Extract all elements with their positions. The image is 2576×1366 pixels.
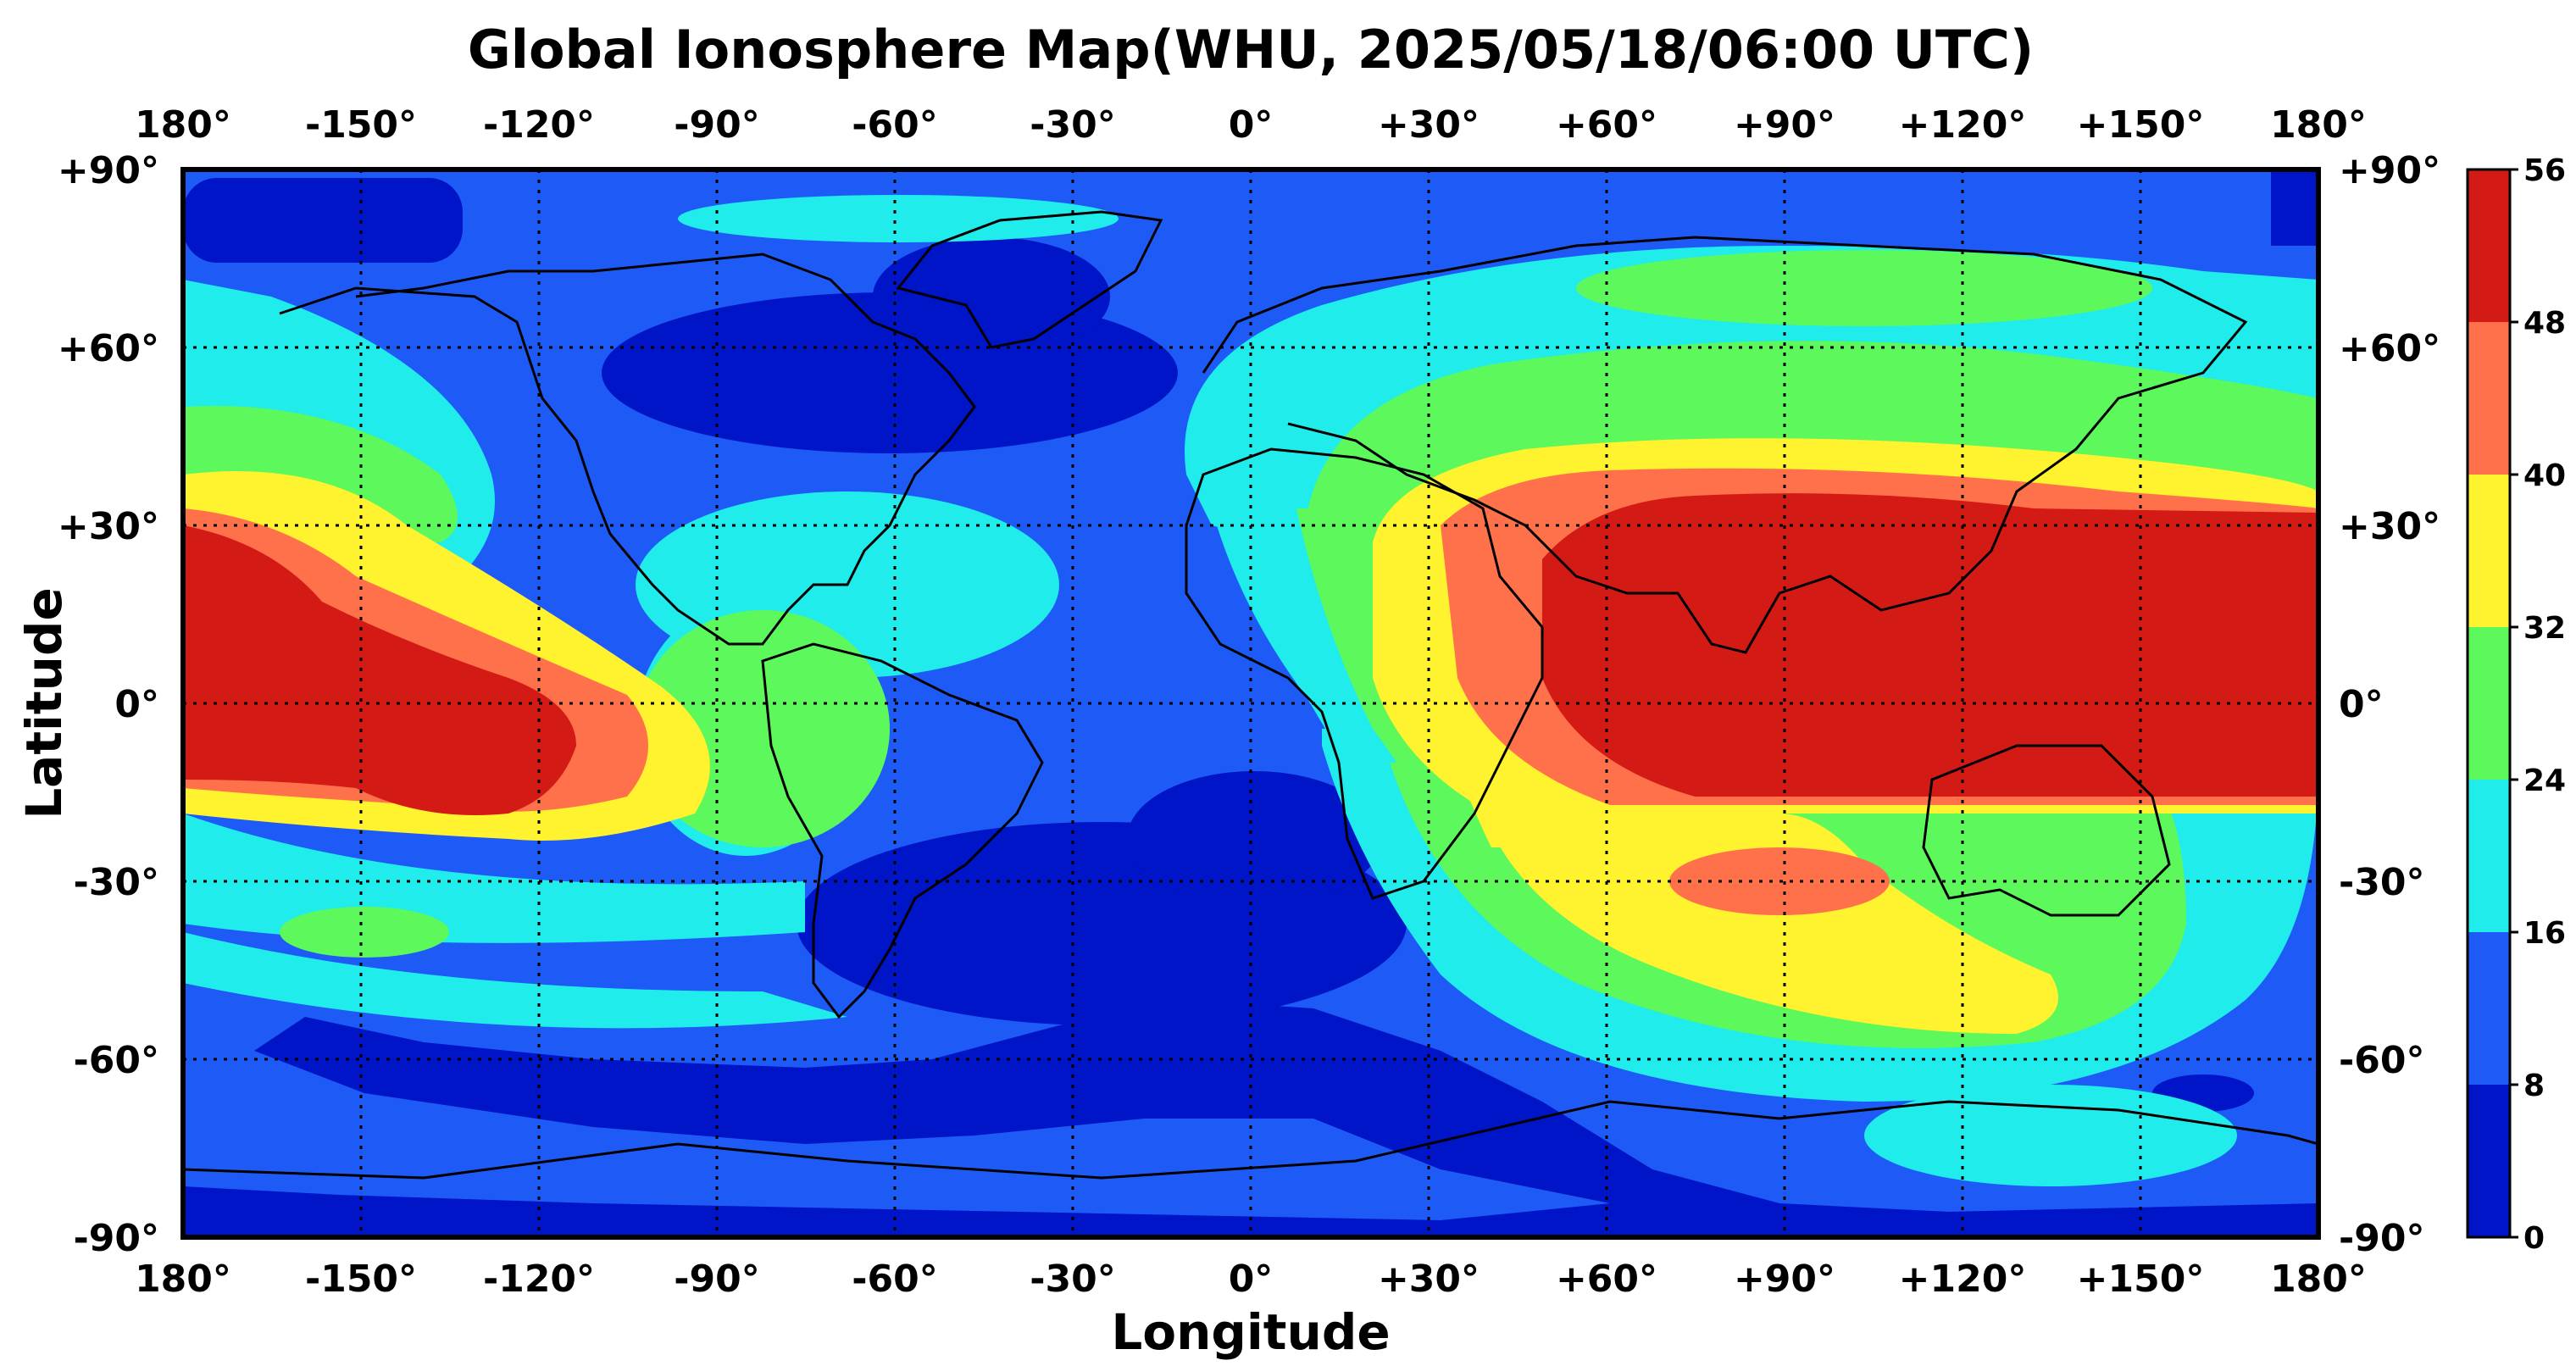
graticule: [183, 169, 2318, 1237]
greenland-coast: [896, 210, 1163, 349]
asia-red: [1542, 493, 2318, 797]
lat-tick-left: 0°: [114, 683, 159, 726]
south-atlantic-low-2: [1127, 771, 1381, 907]
colorbar-tick-label: 24: [2523, 764, 2566, 798]
lat-tick-left: +90°: [58, 149, 159, 192]
lon-tick-top: 180°: [2270, 103, 2367, 147]
colorbar-tick-label: 8: [2523, 1069, 2545, 1103]
lat-tick-right: +90°: [2339, 149, 2440, 192]
lon-tick-bottom: +90°: [1734, 1258, 1835, 1301]
south-america-coast: [761, 642, 1044, 1019]
contour-layers: [183, 169, 2318, 1237]
lon-tick-bottom: -90°: [674, 1258, 760, 1301]
lat-tick-right: -60°: [2339, 1039, 2425, 1082]
lat-tick-left: +60°: [58, 327, 159, 370]
colorbar-segment: [2468, 475, 2510, 627]
lon-tick-bottom: +60°: [1556, 1258, 1657, 1301]
lon-tick-top: 0°: [1229, 103, 1274, 147]
colorbar-tick-label: 48: [2523, 306, 2566, 341]
lon-tick-top: -90°: [674, 103, 760, 147]
lat-tick-left: -90°: [74, 1217, 160, 1260]
eurasia-coast: [1202, 236, 2248, 654]
lon-tick-top: -120°: [483, 103, 595, 147]
lon-tick-top: +30°: [1378, 103, 1480, 147]
map-title: Global Ionosphere Map(WHU, 2025/05/18/06…: [468, 19, 2034, 81]
x-axis-label: Longitude: [1111, 1303, 1390, 1361]
colorbar-segment: [2468, 780, 2510, 932]
pacific-red: [183, 525, 576, 815]
lon-tick-top: +60°: [1556, 103, 1657, 147]
lon-tick-bottom: -30°: [1030, 1258, 1116, 1301]
arctic-band: [678, 195, 1119, 242]
plot-frame: [180, 167, 2321, 1240]
south-yellow: [1483, 813, 2058, 1034]
colorbar-tick-label: 56: [2523, 153, 2566, 188]
colorbar-tick-label: 40: [2523, 458, 2566, 493]
axis-tick-labels: 180° 180° -150° -150° -120° -120° -90° -90° -60°…: [58, 103, 2440, 1301]
lon-tick-bottom: -120°: [483, 1258, 595, 1301]
colorbar-segment: [2468, 1085, 2510, 1237]
greenland-low: [873, 237, 1110, 356]
lon-tick-top: -150°: [305, 103, 417, 147]
lon-tick-bottom: 180°: [2270, 1258, 2367, 1301]
lon-tick-top: 180°: [135, 103, 231, 147]
colorbar-segment: [2468, 932, 2510, 1085]
colorbar: 0 8 16 24 32 40 48 56: [2466, 153, 2566, 1256]
plot-area: [183, 169, 2318, 1237]
africa-coast: [1185, 447, 1544, 900]
siberia-green: [1576, 250, 2152, 326]
lon-tick-bottom: +120°: [1899, 1258, 2027, 1301]
lat-tick-right: +30°: [2339, 505, 2440, 548]
coastlines: [183, 210, 2318, 1180]
australia-coast: [1922, 744, 2171, 917]
colorbar-segment: [2468, 627, 2510, 780]
antarctic-cyan: [1864, 1085, 2237, 1186]
lon-tick-bottom: 180°: [135, 1258, 231, 1301]
colorbar-tick-label: 32: [2523, 611, 2566, 646]
lon-tick-bottom: +30°: [1378, 1258, 1480, 1301]
colorbar-tick-label: 16: [2523, 916, 2566, 951]
lat-tick-right: 0°: [2339, 683, 2384, 726]
lon-tick-bottom: -150°: [305, 1258, 417, 1301]
siberia-high-low: [2271, 169, 2318, 246]
colorbar-segment: [2468, 322, 2510, 475]
lat-tick-right: -30°: [2339, 861, 2425, 904]
south-pacific-band-2: [183, 932, 847, 1029]
antarctica-coast: [183, 1100, 2318, 1180]
arctic-pacific-low: [183, 178, 463, 263]
lon-tick-top: +90°: [1734, 103, 1835, 147]
lon-tick-top: +120°: [1899, 103, 2027, 147]
pacific-green-patch: [280, 907, 449, 958]
colorbar-frame: [2466, 168, 2512, 1239]
north-america-coast: [279, 253, 976, 646]
colorbar-segment: [2468, 169, 2510, 322]
lon-tick-top: -60°: [852, 103, 938, 147]
lat-tick-left: +30°: [58, 505, 159, 548]
lon-tick-bottom: 0°: [1229, 1258, 1274, 1301]
lon-tick-bottom: -60°: [852, 1258, 938, 1301]
lon-tick-top: +150°: [2077, 103, 2205, 147]
lon-tick-bottom: +150°: [2077, 1258, 2205, 1301]
lat-tick-right: -90°: [2339, 1217, 2425, 1260]
lat-tick-right: +60°: [2339, 327, 2440, 370]
lon-tick-top: -30°: [1030, 103, 1116, 147]
colorbar-tick-label: 0: [2523, 1221, 2545, 1256]
lat-tick-left: -30°: [74, 861, 160, 904]
y-axis-label: Latitude: [15, 587, 73, 819]
lat-tick-left: -60°: [74, 1039, 160, 1082]
